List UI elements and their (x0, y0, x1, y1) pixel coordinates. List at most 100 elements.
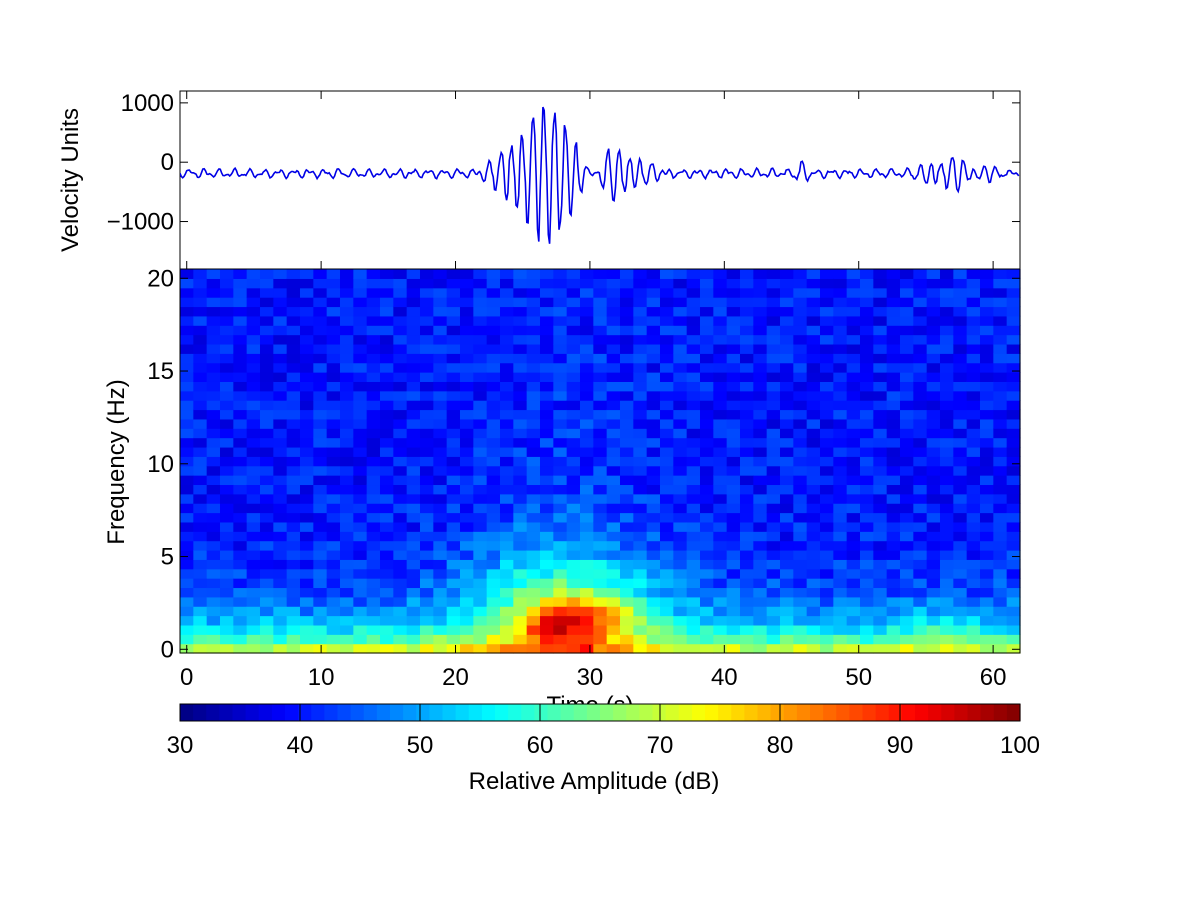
spectrogram-cell (766, 531, 781, 542)
spectrogram-cell (500, 559, 514, 570)
spectrogram-cell (566, 456, 581, 467)
spectrogram-cell (433, 269, 448, 279)
spectrogram-cell (180, 428, 194, 439)
spectrogram-cell (393, 606, 408, 617)
spectrogram-cell (473, 418, 488, 429)
spectrogram-cell (886, 549, 901, 560)
spectrogram-cell (900, 456, 914, 467)
colorbar-cell (928, 704, 942, 721)
spectrogram-cell (553, 390, 568, 401)
spectrogram-cell (740, 287, 754, 298)
spectrogram-cell (513, 549, 528, 560)
spectrogram-cell (686, 596, 701, 607)
spectrogram-cell (913, 596, 928, 607)
colorbar-cell (901, 704, 916, 721)
spectrogram-cell (420, 372, 434, 382)
spectrogram-cell (1006, 278, 1021, 289)
spectrogram-cell (926, 418, 941, 429)
colorbar-tick-label: 50 (407, 732, 434, 759)
spectrogram-cell (580, 531, 594, 542)
spectrogram-cell (633, 587, 648, 598)
spectrogram-cell (940, 269, 954, 279)
spectrogram-cell (593, 390, 608, 401)
spectrogram-cell (766, 465, 781, 476)
spectrogram-cell (580, 559, 594, 570)
spectrogram-cell (780, 428, 794, 439)
spectrogram-cell (820, 372, 834, 382)
spectrogram-cell (246, 493, 261, 504)
spectrogram-cell (246, 484, 261, 495)
spectrogram-cell (926, 306, 941, 317)
spectrogram-cell (833, 437, 848, 448)
spectrogram-cell (366, 484, 381, 495)
spectrogram-cell (286, 437, 301, 448)
spectrogram-cell (886, 297, 901, 308)
spectrogram-cell (913, 540, 928, 551)
spectrogram-cell (873, 475, 888, 486)
spectrogram-cell (393, 484, 408, 495)
spectrogram-cell (193, 409, 208, 420)
spectrogram-cell (220, 624, 234, 635)
spectrogram-cell (313, 615, 328, 626)
spectrogram-cell (900, 381, 914, 392)
spectrogram-cell (313, 465, 328, 476)
spectrogram-cell (953, 334, 968, 345)
spectrogram-cell (980, 596, 994, 607)
spectrogram-cell (740, 381, 754, 392)
spectrogram-cell (526, 362, 541, 373)
spectrogram-cell (806, 362, 821, 373)
spectrogram-cell (553, 559, 568, 570)
spectrogram-cell (953, 390, 968, 401)
spectrogram-cell (820, 475, 834, 486)
spectrogram-cell (620, 634, 634, 645)
spectrogram-cell (913, 325, 928, 336)
spectrogram-cell (940, 475, 954, 486)
spectrogram-cell (273, 400, 288, 411)
spectrogram-cell (353, 484, 368, 495)
spectrogram-cell (500, 306, 514, 317)
spectrogram-cell (593, 624, 608, 635)
spectrogram-cell (966, 269, 981, 279)
colorbar-ticks: 30 40 50 60 70 80 90 100 (167, 704, 1040, 759)
spectrogram-cell (646, 624, 661, 635)
spectrogram-cell (993, 400, 1008, 411)
spectrogram-cell (806, 643, 821, 654)
spectrogram-cell (393, 512, 408, 523)
spectrogram-cell (273, 549, 288, 560)
spectrogram-cell (513, 475, 528, 486)
spectrogram-cell (940, 643, 954, 654)
spectrogram-cell (260, 606, 274, 617)
spectrogram-cell (820, 437, 834, 448)
spectrogram-cell (433, 587, 448, 598)
spectrogram-cell (260, 540, 274, 551)
spectrogram-cell (220, 643, 234, 654)
spectrogram-cell (593, 475, 608, 486)
spectrogram-cell (246, 381, 261, 392)
spectrogram-cell (313, 418, 328, 429)
spectrogram-cell (766, 372, 781, 382)
spectrogram-cell (686, 437, 701, 448)
spectrogram-cell (353, 381, 368, 392)
spectrogram-cell (460, 343, 474, 354)
spectrogram-cell (273, 587, 288, 598)
spectrogram-cell (980, 409, 994, 420)
spectrogram-cell (766, 493, 781, 504)
spectrogram-cell (873, 531, 888, 542)
spectrogram-cell (260, 362, 274, 373)
spectrogram-y-label: Frequency (Hz) (103, 379, 130, 544)
spectrogram-cell (473, 297, 488, 308)
spectrogram-cell (500, 278, 514, 289)
spectrogram-cell (700, 334, 714, 345)
spectrogram-cell (273, 278, 288, 289)
spectrogram-cell (526, 568, 541, 579)
spectrogram-cell (580, 521, 594, 532)
spectrogram-cell (860, 400, 874, 411)
spectrogram-cell (793, 634, 808, 645)
spectrogram-cell (393, 465, 408, 476)
spectrogram-cell (886, 325, 901, 336)
spectrogram-cell (806, 512, 821, 523)
spectrogram-cell (966, 578, 981, 589)
spectrogram-cell (300, 596, 314, 607)
spectrogram-cell (300, 409, 314, 420)
spectrogram-cell (526, 269, 541, 279)
